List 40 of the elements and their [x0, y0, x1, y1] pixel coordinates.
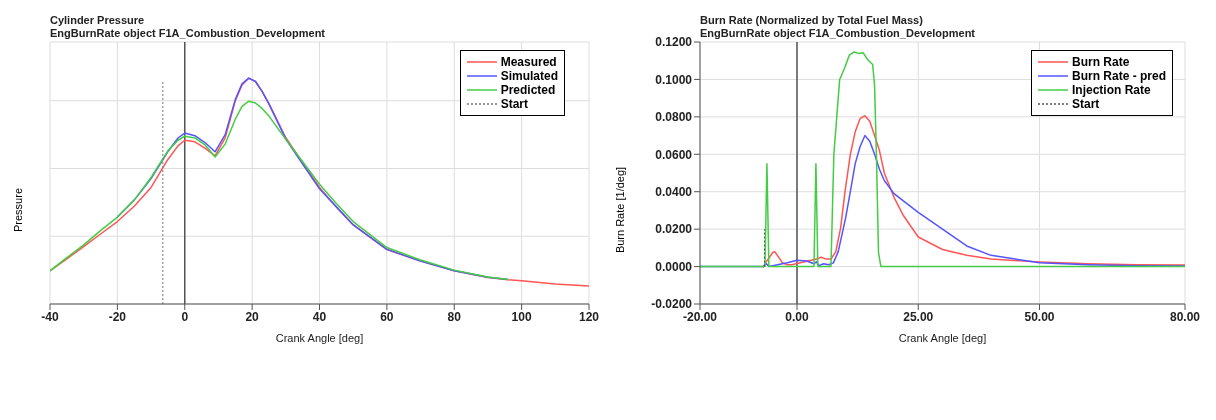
y-tick-label: 0.0600: [655, 147, 693, 162]
x-tick-label: 0.00: [785, 309, 809, 324]
x-tick-label: 80: [447, 309, 462, 324]
y-tick-label: 0.0000: [655, 259, 693, 274]
x-tick-label: 60: [380, 309, 394, 324]
chart-title: Burn Rate (Normalized by Total Fuel Mass): [700, 14, 924, 27]
line-series: [700, 51, 1185, 268]
chart-subtitle: EngBurnRate object F1A_Combustion_Development: [50, 27, 326, 40]
legend-label: Burn Rate - pred: [1071, 69, 1166, 83]
x-tick-label: 40: [312, 309, 327, 324]
chart-subtitle: EngBurnRate object F1A_Combustion_Development: [700, 27, 976, 40]
legend-label: Burn Rate: [1071, 55, 1130, 69]
x-tick-label: 120: [578, 309, 600, 324]
legend-label: Start: [500, 97, 528, 111]
legend-label: Start: [1071, 97, 1100, 111]
legend-label: Simulated: [500, 69, 558, 83]
x-tick-label: -40: [41, 309, 59, 324]
y-axis-title: Pressure: [12, 187, 24, 233]
x-tick-label: -20: [108, 309, 127, 324]
x-tick-label: -20.00: [682, 309, 718, 324]
x-axis-title: Crank Angle [deg]: [275, 332, 364, 344]
y-tick-label: -0.0200: [651, 297, 693, 312]
y-tick-label: 0.1000: [655, 72, 693, 87]
x-tick-label: 20: [245, 309, 260, 324]
x-tick-label: 100: [511, 309, 532, 324]
x-axis-title: Crank Angle [deg]: [898, 332, 987, 344]
chart-title: Cylinder Pressure: [50, 14, 146, 27]
legend-label: Measured: [500, 55, 557, 69]
y-tick-label: 0.0200: [655, 222, 693, 237]
x-tick-label: 80.00: [1169, 309, 1201, 324]
y-tick-label: 0.0800: [655, 110, 693, 125]
x-tick-label: 0: [181, 309, 189, 324]
x-tick-label: 25.00: [903, 309, 934, 324]
y-axis-title: Burn Rate [1/deg]: [614, 166, 626, 254]
y-tick-label: 0.1200: [655, 35, 693, 50]
legend-label: Predicted: [500, 83, 556, 97]
x-tick-label: 50.00: [1024, 309, 1055, 324]
line-series: [762, 114, 1185, 269]
legend-label: Injection Rate: [1071, 83, 1151, 97]
y-tick-label: 0.0400: [655, 184, 693, 199]
